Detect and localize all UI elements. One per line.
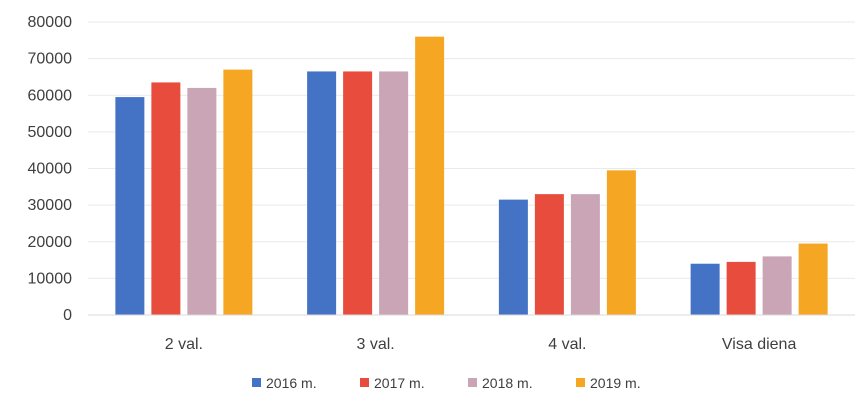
- bar: [187, 87, 217, 315]
- bar: [151, 82, 181, 316]
- legend-label: 2017 m.: [374, 375, 425, 391]
- y-tick-label: 80000: [28, 14, 73, 31]
- bar: [570, 194, 600, 315]
- bar: [343, 71, 373, 315]
- legend-swatch: [252, 378, 261, 387]
- legend-label: 2018 m.: [482, 375, 533, 391]
- bar: [115, 97, 145, 315]
- bar: [534, 194, 564, 315]
- x-axis: 2 val. 3 val. 4 val. Visa diena: [88, 314, 855, 353]
- y-tick-label: 30000: [28, 197, 73, 214]
- bar: [415, 36, 445, 316]
- legend-label: 2019 m.: [590, 375, 641, 391]
- y-tick-label: 50000: [28, 124, 73, 141]
- category-label: 4 val.: [548, 336, 586, 353]
- category-label: Visa diena: [722, 336, 797, 353]
- bar: [498, 199, 528, 315]
- y-tick-label: 70000: [28, 51, 73, 68]
- legend-swatch: [468, 378, 477, 387]
- y-tick-label: 60000: [28, 87, 73, 104]
- bar: [690, 263, 720, 315]
- y-tick-label: 0: [63, 307, 72, 324]
- bar: [307, 71, 337, 315]
- legend-swatch: [360, 378, 369, 387]
- legend: 2016 m. 2017 m. 2018 m. 2019 m.: [252, 375, 641, 391]
- bar: [726, 261, 756, 315]
- y-tick-label: 10000: [28, 270, 73, 287]
- category-label: 2 val.: [165, 336, 203, 353]
- bars-layer: [115, 36, 828, 316]
- y-tick-label: 40000: [28, 161, 73, 178]
- legend-label: 2016 m.: [266, 375, 317, 391]
- legend-swatch: [576, 378, 585, 387]
- bar: [762, 256, 792, 315]
- bar: [798, 243, 828, 315]
- y-tick-label: 20000: [28, 234, 73, 251]
- category-label: 3 val.: [357, 336, 395, 353]
- bar: [606, 170, 636, 315]
- bar: [379, 71, 409, 315]
- bar: [223, 69, 253, 315]
- y-axis: 0 10000 20000 30000 40000 50000 60000 70000 8000…: [28, 14, 73, 324]
